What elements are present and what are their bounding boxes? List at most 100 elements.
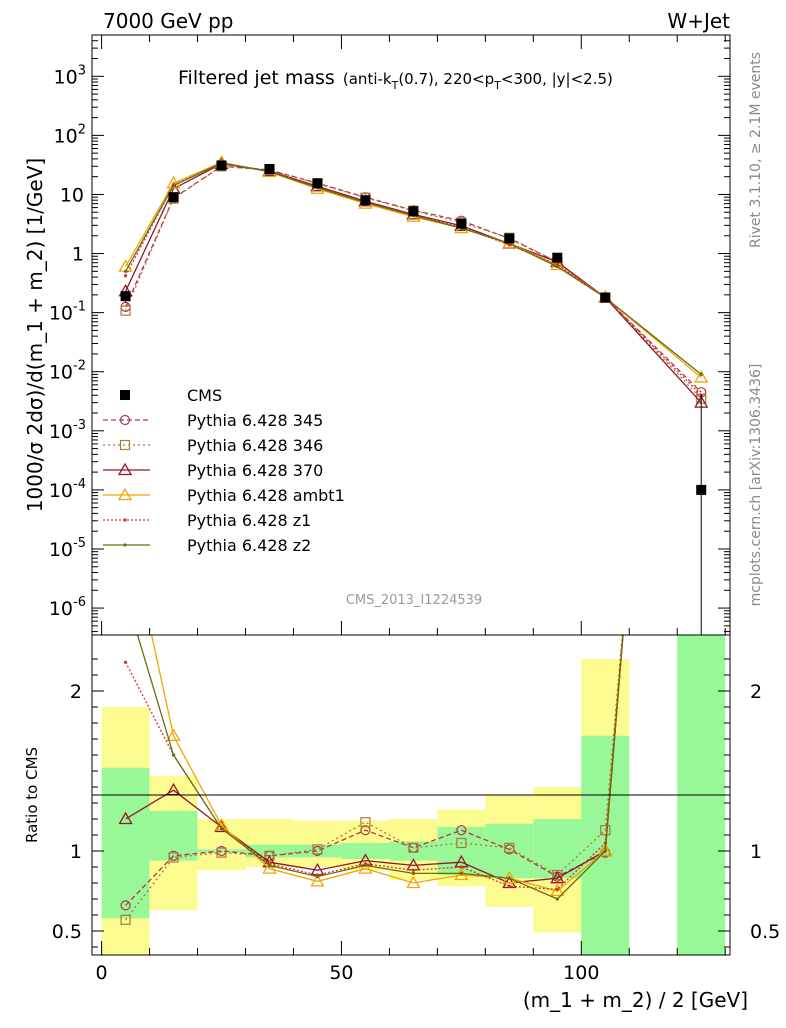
ratio-point-3-9 <box>550 883 565 897</box>
ratio-point-5-7 <box>459 871 463 876</box>
plot-title-sub-pt: T <box>493 79 501 92</box>
plot-title-main: Filtered jet mass <box>178 67 335 89</box>
ratio-ytick-label-left-2: 2 <box>70 681 82 703</box>
xtick-label-2: 100 <box>563 962 599 984</box>
main-ytick-label-9: 103 <box>54 63 86 88</box>
ratio-point-5-5 <box>363 863 368 868</box>
analysis-watermark: CMS_2013_I1224539 <box>346 593 482 608</box>
main-ytick-label-7: 10 <box>60 184 84 206</box>
ratio-point-4-9 <box>555 887 559 892</box>
ratio-point-2-2 <box>214 819 229 833</box>
mcplots-label: mcplots.cern.ch [arXiv:1306.3436] <box>748 364 764 607</box>
ratio-point-1-1 <box>168 852 179 863</box>
plot-title-sub-2: (0.7), 220<p <box>398 70 494 88</box>
legend: CMS Pythia 6.428 345 Pythia 6.428 346 Pythi… <box>103 386 345 555</box>
series-point-5-9 <box>555 265 559 269</box>
data-points <box>120 160 707 635</box>
series-line-1 <box>125 165 702 400</box>
legend-marker-0 <box>119 414 131 426</box>
ratio-point-3-0 <box>120 509 132 520</box>
ratio-point-5-2 <box>219 827 224 831</box>
ratio-line-1 <box>125 635 623 921</box>
main-ytick-label-2: 10-4 <box>49 477 86 502</box>
series-point-1-0 <box>120 305 131 316</box>
series-point-5-11 <box>699 372 703 377</box>
legend-marker-3 <box>117 487 133 501</box>
legend-label-2: Pythia 6.428 370 <box>187 461 323 480</box>
plot-title: Filtered jet mass (anti-kT(0.7), 220<pT<… <box>178 67 613 92</box>
ratio-ytick-label-left-1: 1 <box>70 841 82 863</box>
data-point-2 <box>216 160 227 171</box>
ratio-point-1-3 <box>264 850 275 861</box>
main-series <box>118 155 709 408</box>
band-outer-3 <box>245 819 294 867</box>
band-inner-0 <box>101 767 150 919</box>
ratio-line-3 <box>150 635 624 892</box>
ratio-point-1-10 <box>600 825 611 836</box>
ratio-point-1-4 <box>312 844 323 855</box>
legend-marker-cms <box>120 390 130 400</box>
ratio-point-5-10 <box>603 849 607 853</box>
data-point-8 <box>504 233 515 244</box>
legend-marker-4 <box>123 518 127 522</box>
legend-label-5: Pythia 6.428 z2 <box>187 536 311 555</box>
band-inner-8 <box>485 823 534 879</box>
ratio-line-0 <box>125 635 624 906</box>
legend-label-1: Pythia 6.428 346 <box>187 436 323 455</box>
legend-marker-1 <box>119 439 131 451</box>
header-left: 7000 GeV pp <box>103 9 234 33</box>
plot-title-sub-1: (anti-k <box>343 70 392 88</box>
series-line-3 <box>125 161 702 378</box>
main-y-axis-label: 1000/σ 2dσ)/d(m_1 + m_2) [1/GeV] <box>23 158 47 512</box>
ratio-point-5-4 <box>315 875 320 879</box>
ratio-point-0-5 <box>360 825 371 836</box>
ratio-point-3-5 <box>358 861 373 874</box>
header-right: W+Jet <box>667 9 730 33</box>
ratio-point-1-6 <box>408 842 419 853</box>
legend-label-cms: CMS <box>187 386 222 405</box>
rivet-label: Rivet 3.1.10, ≥ 2.1M events <box>748 52 764 248</box>
series-point-3-11 <box>694 370 709 383</box>
ratio-point-1-0 <box>120 914 131 925</box>
legend-marker-5 <box>123 543 127 547</box>
ratio-point-3-3 <box>262 861 277 874</box>
main-ytick-label-4: 10-2 <box>49 359 86 384</box>
xtick-label-0: 0 <box>96 962 108 984</box>
series-point-5-0 <box>123 269 128 273</box>
ratio-point-3-4 <box>310 874 325 887</box>
legend-label-3: Pythia 6.428 ambt1 <box>187 486 345 505</box>
data-point-11 <box>696 484 707 495</box>
series-point-5-1 <box>171 183 176 188</box>
ratio-point-1-7 <box>456 837 467 849</box>
ratio-point-4-7 <box>459 865 463 869</box>
data-point-10 <box>600 292 611 303</box>
ratio-point-5-1 <box>171 753 176 757</box>
legend-label-4: Pythia 6.428 z1 <box>187 511 311 530</box>
ratio-ytick-label-right-0: 0.5 <box>750 921 780 943</box>
data-point-1 <box>168 192 179 203</box>
series-point-4-0 <box>123 274 128 278</box>
ratio-point-4-8 <box>507 884 511 888</box>
x-axis-label: (m_1 + m_2) / 2 [GeV] <box>523 988 748 1012</box>
ratio-point-2-0 <box>118 811 133 825</box>
ratio-point-5-3 <box>267 863 272 868</box>
series-point-3-9 <box>550 257 565 271</box>
band-inner-6 <box>389 841 438 861</box>
main-ytick-label-6: 1 <box>72 244 84 266</box>
main-ytick-label-3: 10-3 <box>49 418 86 443</box>
ratio-ytick-label-right-2: 2 <box>750 681 762 703</box>
band-outer-4 <box>293 820 342 867</box>
series-line-0 <box>125 165 702 393</box>
ratio-point-5-6 <box>411 871 415 876</box>
series-line-4 <box>125 162 702 396</box>
band-inner-5 <box>341 843 390 859</box>
plot-title-sub-3: <300, |y|<2.5) <box>501 70 613 88</box>
ratio-y-axis-label: Ratio to CMS <box>23 747 41 843</box>
xtick-label-1: 50 <box>329 962 353 984</box>
ratio-line-5 <box>136 635 624 900</box>
ratio-point-4-0 <box>123 660 128 664</box>
legend-marker-2 <box>117 462 133 476</box>
ratio-point-0-7 <box>456 825 467 836</box>
